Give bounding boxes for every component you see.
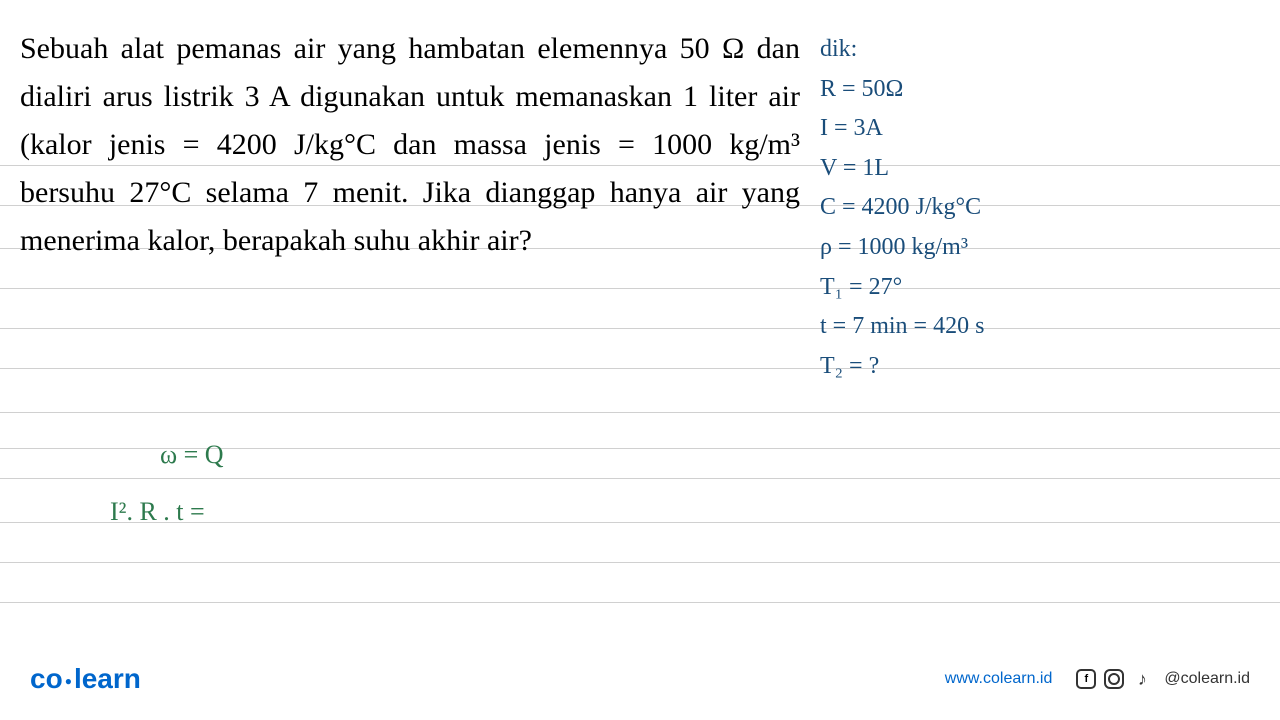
social-icons: f ♪ @colearn.id: [1076, 669, 1250, 689]
work-equation-2: I². R . t =: [110, 487, 224, 536]
logo-learn: learn: [74, 663, 141, 694]
note-line: I = 3A: [820, 109, 1200, 149]
note-line: dik:: [820, 30, 1200, 70]
logo-co: co: [30, 663, 63, 694]
note-line: T₁ = 27°: [820, 268, 1200, 308]
instagram-icon: [1104, 669, 1124, 689]
ruled-line: [0, 602, 1280, 603]
ruled-line: [0, 562, 1280, 563]
social-handle: @colearn.id: [1164, 670, 1250, 688]
note-line: V = 1L: [820, 149, 1200, 189]
note-line: T₂ = ?: [820, 347, 1200, 387]
facebook-icon: f: [1076, 669, 1096, 689]
note-line: t = 7 min = 420 s: [820, 307, 1200, 347]
website-url: www.colearn.id: [945, 670, 1053, 688]
work-area: ω = Q I². R . t =: [110, 430, 224, 537]
footer-right: www.colearn.id f ♪ @colearn.id: [945, 669, 1250, 689]
note-line: ρ = 1000 kg/m³: [820, 228, 1200, 268]
ruled-line: [0, 412, 1280, 413]
footer: co●learn www.colearn.id f ♪ @colearn.id: [30, 663, 1250, 695]
logo-dot-icon: ●: [65, 674, 72, 688]
work-equation-1: ω = Q: [160, 430, 224, 479]
colearn-logo: co●learn: [30, 663, 141, 695]
note-line: R = 50Ω: [820, 70, 1200, 110]
note-line: C = 4200 J/kg°C: [820, 188, 1200, 228]
question-text: Sebuah alat pemanas air yang hambatan el…: [20, 25, 800, 265]
tiktok-icon: ♪: [1132, 669, 1152, 689]
handwritten-notes: dik: R = 50Ω I = 3A V = 1L C = 4200 J/kg…: [820, 30, 1200, 386]
